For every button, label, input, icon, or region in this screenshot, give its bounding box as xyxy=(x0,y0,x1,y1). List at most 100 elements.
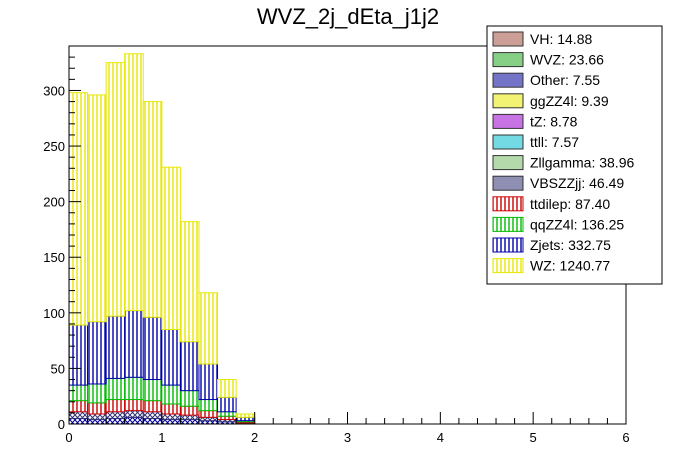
legend-swatch xyxy=(492,72,524,88)
bar-zjets-bin-7 xyxy=(198,363,219,401)
bar-vbszzjj-bin-7 xyxy=(198,416,219,422)
legend-label: VBSZZjj: 46.49 xyxy=(530,175,624,191)
legend-entry: qqZZ4l: 136.25 xyxy=(492,216,624,232)
y-tick-label: 150 xyxy=(43,250,65,265)
bar-wz-bin-4 xyxy=(142,101,163,318)
bar-vbszzjj-bin-1 xyxy=(87,413,107,421)
legend-entry: Other: 7.55 xyxy=(492,72,600,88)
legend-swatch xyxy=(492,134,524,150)
bar-wz-bin-1 xyxy=(87,94,107,323)
legend-swatch xyxy=(492,52,524,68)
legend-label: ttdilep: 87.40 xyxy=(530,196,610,212)
bar-ttdilep-bin-5 xyxy=(161,403,181,415)
bar-qqzz4l-bin-2 xyxy=(105,377,126,401)
bar-ttdilep-bin-3 xyxy=(124,399,144,412)
series-qqzz4l xyxy=(68,376,256,423)
legend-swatch xyxy=(492,93,524,109)
bar-zjets-bin-2 xyxy=(105,315,126,379)
bar-ttdilep-bin-1 xyxy=(87,402,107,415)
legend-label: WVZ: 23.66 xyxy=(530,52,604,68)
bar-other-bin-2 xyxy=(105,417,126,425)
bar-ttdilep-bin-2 xyxy=(105,399,126,413)
y-tick-label: 100 xyxy=(43,306,65,321)
bar-other-bin-0 xyxy=(68,417,89,425)
legend-swatch xyxy=(492,113,524,129)
bar-vbszzjj-bin-6 xyxy=(179,414,200,421)
legend-entry: VBSZZjj: 46.49 xyxy=(492,175,624,191)
bar-ttdilep-bin-0 xyxy=(68,400,89,413)
legend-entry: Zllgamma: 38.96 xyxy=(492,155,634,171)
legend-label: tZ: 8.78 xyxy=(530,113,578,129)
x-tick-label: 1 xyxy=(158,430,165,445)
legend-label: Other: 7.55 xyxy=(530,72,600,88)
legend-label: ttll: 7.57 xyxy=(530,134,579,150)
bar-zjets-bin-8 xyxy=(217,396,237,413)
bar-vbszzjj-bin-2 xyxy=(105,411,126,419)
legend-entry: WZ: 1240.77 xyxy=(492,258,610,274)
chart-title: WVZ_2j_dEta_j1j2 xyxy=(257,4,439,29)
legend-entry: ttll: 7.57 xyxy=(492,134,579,150)
bar-other-bin-3 xyxy=(124,416,144,425)
x-tick-label: 5 xyxy=(530,430,537,445)
series-wz xyxy=(68,53,256,418)
legend-swatch xyxy=(492,155,524,171)
bar-wz-bin-3 xyxy=(124,53,144,312)
legend-swatch xyxy=(492,196,524,212)
legend-label: Zllgamma: 38.96 xyxy=(530,155,634,171)
bar-zjets-bin-3 xyxy=(124,310,144,378)
legend-swatch xyxy=(492,237,524,253)
bar-ttdilep-bin-4 xyxy=(142,400,163,413)
legend-label: qqZZ4l: 136.25 xyxy=(530,216,624,232)
legend-entry: tZ: 8.78 xyxy=(492,113,578,129)
legend-entry: ggZZ4l: 9.39 xyxy=(492,93,609,109)
bar-zjets-bin-4 xyxy=(142,316,163,381)
bar-wz-bin-9 xyxy=(235,413,256,418)
bar-wz-bin-2 xyxy=(105,62,126,317)
legend-label: ggZZ4l: 9.39 xyxy=(530,93,609,109)
x-tick-label: 4 xyxy=(437,430,444,445)
x-tick-label: 6 xyxy=(622,430,629,445)
bar-other-bin-5 xyxy=(161,419,181,425)
legend-swatch xyxy=(492,31,524,47)
bar-wz-bin-6 xyxy=(179,221,200,343)
bar-zjets-bin-9 xyxy=(235,416,256,422)
bar-ttdilep-bin-6 xyxy=(179,405,200,416)
y-tick-label: 300 xyxy=(43,83,65,98)
legend-entry: VH: 14.88 xyxy=(492,31,592,47)
bar-zjets-bin-0 xyxy=(68,324,89,386)
bar-zjets-bin-5 xyxy=(161,329,181,386)
bar-ttdilep-bin-8 xyxy=(217,415,237,421)
bar-wz-bin-8 xyxy=(217,379,237,398)
bar-wz-bin-7 xyxy=(198,292,219,365)
legend-label: VH: 14.88 xyxy=(530,31,592,47)
legend-label: WZ: 1240.77 xyxy=(530,258,610,274)
bar-qqzz4l-bin-5 xyxy=(161,384,181,405)
bar-qqzz4l-bin-8 xyxy=(217,411,237,417)
bar-other-bin-7 xyxy=(198,420,219,425)
x-tick-label: 3 xyxy=(344,430,351,445)
bar-zjets-bin-1 xyxy=(87,321,107,385)
ticks-layer: 0 50 100 150 200 250 300 0 1 2 3 4 5 6 xyxy=(43,45,630,445)
y-tick-label: 0 xyxy=(58,417,65,432)
y-tick-label: 50 xyxy=(51,361,65,376)
bar-vbszzjj-bin-4 xyxy=(142,411,163,419)
bar-qqzz4l-bin-7 xyxy=(198,399,219,412)
bar-qqzz4l-bin-0 xyxy=(68,384,89,402)
legend-label: Zjets: 332.75 xyxy=(530,237,611,253)
y-tick-label: 250 xyxy=(43,139,65,154)
legend-entry: WVZ: 23.66 xyxy=(492,52,604,68)
bar-other-bin-1 xyxy=(87,419,107,425)
bar-qqzz4l-bin-3 xyxy=(124,376,144,401)
legend-swatch xyxy=(492,258,524,274)
y-tick-label: 200 xyxy=(43,195,65,210)
bar-qqzz4l-bin-6 xyxy=(179,390,200,407)
legend-swatch xyxy=(492,175,524,191)
bars-layer xyxy=(68,53,256,425)
bar-qqzz4l-bin-4 xyxy=(142,379,163,402)
bar-wz-bin-5 xyxy=(161,166,181,330)
bar-other-bin-6 xyxy=(179,419,200,425)
x-tick-label: 0 xyxy=(65,430,72,445)
legend: VH: 14.88 WVZ: 23.66 Other: 7.55 ggZZ4l: 9.… xyxy=(486,25,663,285)
legend-swatch xyxy=(492,216,524,232)
